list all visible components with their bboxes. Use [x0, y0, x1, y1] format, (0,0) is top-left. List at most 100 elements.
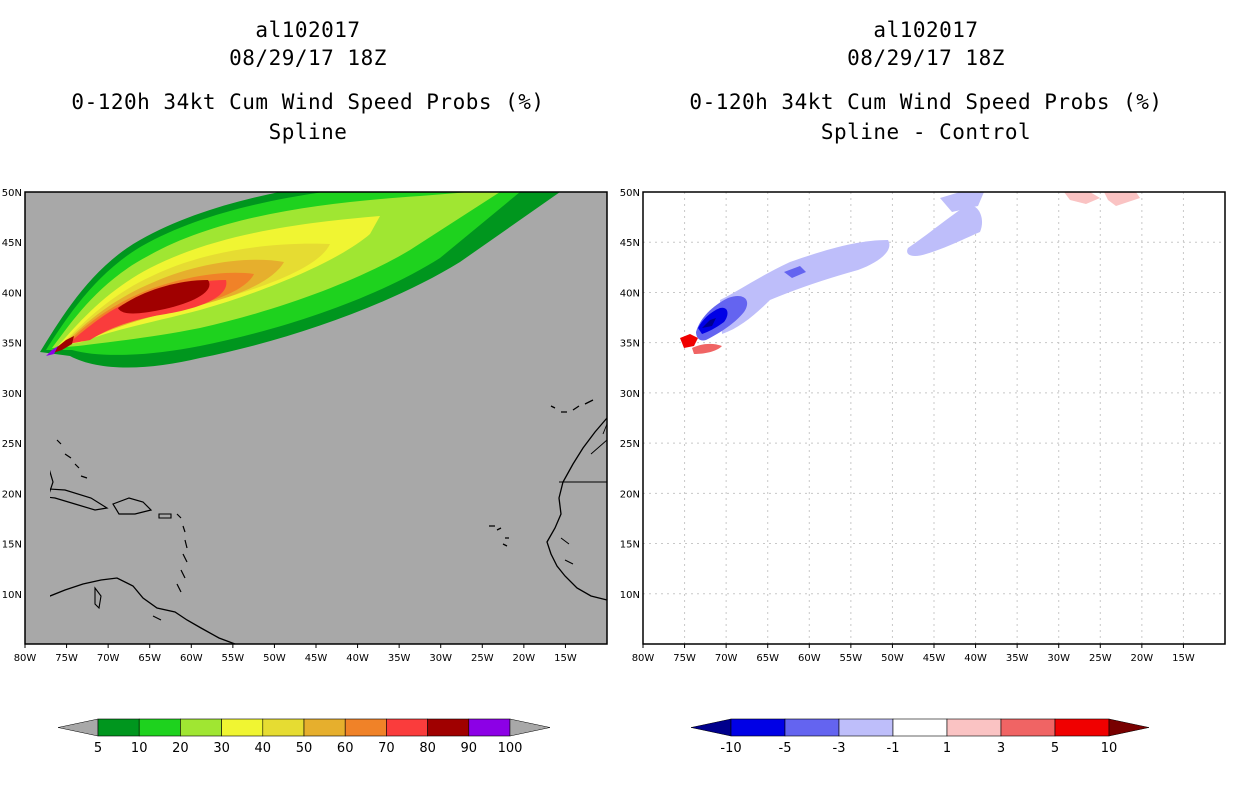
y-tick-label-left: 10N — [2, 590, 22, 601]
left-colorbar: 5 10 20 30 40 50 60 70 80 90 100 — [57, 718, 551, 756]
right-title-id: al102017 — [873, 18, 979, 42]
colorbar-extend-low — [57, 718, 99, 737]
y-tick-label-right: 10N — [620, 590, 640, 601]
x-tick-label-left: 30W — [429, 653, 452, 664]
colorbar-label: 20 — [172, 741, 189, 756]
left-probability-field — [40, 192, 560, 368]
colorbar-segment — [730, 718, 786, 737]
x-tick-label-left: 80W — [14, 653, 37, 664]
right-difference-field — [680, 192, 1140, 354]
left-map-panel: 80W 75W 70W 65W 60W 55W 50W 45W 40W 35W 30W 25W 20W 1… — [2, 188, 608, 664]
colorbar-segment — [221, 718, 264, 737]
y-tick-label-right: 40N — [620, 288, 640, 299]
colorbar-extend-high — [509, 718, 551, 737]
x-tick-label-right: 40W — [964, 653, 987, 664]
x-tick-label-left: 35W — [388, 653, 411, 664]
colorbar-label: 5 — [94, 741, 102, 756]
y-tick-label-left: 30N — [2, 389, 22, 400]
colorbar-label: 50 — [296, 741, 313, 756]
colorbar-segment — [262, 718, 305, 737]
x-tick-label-left: 70W — [97, 653, 120, 664]
colorbar-extend-high — [1108, 718, 1150, 737]
colorbar-segment — [1000, 718, 1056, 737]
colorbar-segment — [138, 718, 181, 737]
colorbar-label: 3 — [997, 741, 1005, 756]
colorbar-label: 80 — [419, 741, 436, 756]
x-tick-label-right: 55W — [840, 653, 863, 664]
colorbar-label: 1 — [943, 741, 951, 756]
y-tick-label-left: 45N — [2, 238, 22, 249]
colorbar-label: 70 — [378, 741, 395, 756]
y-tick-label-left: 25N — [2, 439, 22, 450]
colorbar-label: -5 — [779, 741, 792, 756]
colorbar-extend-low — [690, 718, 732, 737]
right-title-variant: Spline - Control — [820, 120, 1032, 144]
colorbar-segment — [303, 718, 346, 737]
x-tick-label-right: 60W — [798, 653, 821, 664]
right-axes: 80W 75W 70W 65W 60W 55W 50W 45W 40W 35W 30W 25W 20W 1… — [620, 188, 1195, 664]
colorbar-segment — [180, 718, 222, 737]
x-tick-label-left: 20W — [513, 653, 536, 664]
y-tick-label-left: 20N — [2, 489, 22, 500]
y-tick-label-right: 15N — [620, 540, 640, 551]
x-tick-label-right: 30W — [1047, 653, 1070, 664]
colorbar-segment — [344, 718, 387, 737]
colorbar-segment — [468, 718, 511, 737]
right-ocean-background — [643, 192, 1225, 644]
right-title-product: 0-120h 34kt Cum Wind Speed Probs (%) — [689, 90, 1163, 114]
y-tick-label-left: 40N — [2, 288, 22, 299]
left-title-date: 08/29/17 18Z — [229, 46, 387, 70]
x-tick-label-right: 20W — [1131, 653, 1154, 664]
x-tick-label-right: 65W — [756, 653, 779, 664]
x-tick-label-left: 45W — [305, 653, 328, 664]
x-tick-label-left: 50W — [263, 653, 286, 664]
x-tick-label-left: 65W — [138, 653, 161, 664]
y-tick-label-right: 35N — [620, 339, 640, 350]
colorbar-label: 30 — [213, 741, 230, 756]
colorbar-label: 10 — [131, 741, 148, 756]
left-axes: 80W 75W 70W 65W 60W 55W 50W 45W 40W 35W 30W 25W 20W 1… — [2, 188, 577, 664]
y-tick-label-left: 15N — [2, 540, 22, 551]
colorbar-label: 100 — [498, 741, 523, 756]
colorbar-segment — [838, 718, 894, 737]
colorbar-segment — [946, 718, 1002, 737]
colorbar-segment — [1054, 718, 1110, 737]
x-tick-label-right: 50W — [881, 653, 904, 664]
x-tick-label-right: 25W — [1089, 653, 1112, 664]
left-title-product: 0-120h 34kt Cum Wind Speed Probs (%) — [71, 90, 545, 114]
colorbar-segment — [386, 718, 428, 737]
colorbar-label: 5 — [1051, 741, 1059, 756]
colorbar-label: 40 — [255, 741, 272, 756]
x-tick-label-right: 75W — [673, 653, 696, 664]
x-tick-label-right: 45W — [923, 653, 946, 664]
x-tick-label-left: 55W — [222, 653, 245, 664]
y-tick-label-right: 25N — [620, 439, 640, 450]
y-tick-label-right: 50N — [620, 188, 640, 199]
x-tick-label-right: 80W — [632, 653, 655, 664]
colorbar-label: 10 — [1101, 741, 1118, 756]
right-title-date: 08/29/17 18Z — [847, 46, 1005, 70]
y-tick-label-right: 20N — [620, 489, 640, 500]
right-map-panel: 80W 75W 70W 65W 60W 55W 50W 45W 40W 35W 30W 25W 20W 1… — [620, 188, 1226, 664]
colorbar-label: 60 — [337, 741, 354, 756]
x-tick-label-left: 15W — [554, 653, 577, 664]
left-title-variant: Spline — [268, 120, 348, 144]
x-tick-label-left: 60W — [180, 653, 203, 664]
x-tick-label-left: 25W — [471, 653, 494, 664]
right-colorbar: -10 -5 -3 -1 1 3 5 10 — [690, 718, 1150, 756]
colorbar-label: -1 — [887, 741, 900, 756]
colorbar-segment — [784, 718, 840, 737]
x-tick-label-left: 75W — [55, 653, 78, 664]
colorbar-label: -3 — [833, 741, 846, 756]
x-tick-label-right: 70W — [715, 653, 738, 664]
y-tick-label-left: 35N — [2, 339, 22, 350]
x-tick-label-right: 35W — [1006, 653, 1029, 664]
y-tick-label-right: 30N — [620, 389, 640, 400]
colorbar-label: -10 — [720, 741, 741, 756]
colorbar-segment — [97, 718, 140, 737]
x-tick-label-right: 15W — [1172, 653, 1195, 664]
x-tick-label-left: 40W — [346, 653, 369, 664]
colorbar-label: 90 — [461, 741, 478, 756]
y-tick-label-left: 50N — [2, 188, 22, 199]
